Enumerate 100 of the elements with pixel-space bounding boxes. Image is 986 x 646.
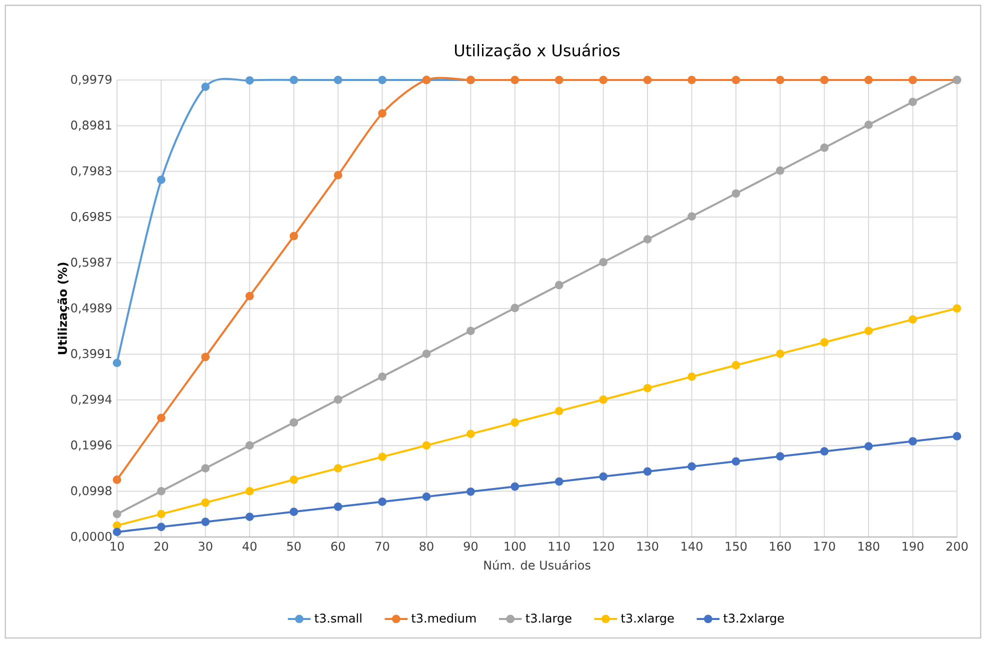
y-tick-label: 0,0000 (71, 532, 112, 542)
x-tick-label: 190 (902, 542, 924, 551)
x-tick-label: 90 (464, 542, 478, 551)
point (732, 361, 740, 370)
point (245, 512, 254, 522)
point (732, 76, 740, 84)
x-tick-label: 20 (154, 542, 168, 551)
point (157, 414, 166, 422)
x-tick-label: 70 (376, 542, 390, 551)
x-tick-label: 120 (593, 542, 614, 551)
legend-label: t3.large (526, 613, 572, 626)
point (820, 144, 829, 152)
point (466, 487, 475, 496)
point (510, 304, 520, 312)
y-tick-label: 0,3991 (71, 349, 112, 360)
point (643, 76, 652, 84)
point (864, 326, 873, 336)
point (510, 482, 520, 491)
x-tick-label: 100 (504, 542, 526, 551)
point (864, 120, 873, 130)
point (599, 395, 608, 404)
point (290, 476, 298, 484)
x-tick-label: 130 (637, 542, 658, 551)
point (820, 76, 829, 84)
point (245, 441, 254, 450)
chart-title: Utilização x Usuários (455, 43, 620, 60)
point (157, 510, 166, 518)
x-tick-label: 80 (420, 542, 434, 551)
point (820, 447, 829, 456)
x-tick-label: 60 (331, 542, 345, 551)
y-tick-label: 0,6985 (71, 212, 112, 222)
point (334, 502, 342, 511)
point (599, 258, 608, 266)
point (510, 76, 520, 84)
point (908, 437, 917, 446)
point (908, 315, 917, 324)
point (908, 98, 917, 106)
point (776, 452, 784, 461)
point (510, 418, 520, 427)
point (245, 292, 254, 300)
point (422, 441, 431, 450)
point (466, 430, 475, 438)
point (688, 462, 696, 471)
point (643, 384, 652, 392)
point (864, 442, 873, 451)
y-tick-label: 0,9979 (71, 74, 112, 86)
point (245, 486, 254, 496)
point (290, 232, 298, 240)
point (378, 76, 386, 84)
y-tick-label: 0,2994 (71, 394, 112, 406)
point (599, 472, 608, 481)
point (776, 166, 784, 175)
point (732, 457, 740, 466)
point (864, 76, 873, 84)
legend-label: t3.xlarge (621, 613, 674, 626)
x-tick-label: 200 (946, 542, 968, 551)
point (688, 212, 696, 221)
point (732, 189, 740, 198)
y-tick-label: 0,0998 (71, 486, 112, 496)
point (554, 76, 564, 84)
point (952, 432, 962, 440)
point (157, 522, 166, 532)
x-tick-label: 10 (110, 542, 124, 551)
x-tick-label: 40 (242, 542, 256, 551)
point (554, 280, 564, 290)
point (112, 521, 122, 530)
x-axis-title: Núm. de Usuários (484, 560, 590, 570)
point (599, 76, 608, 84)
y-tick-label: 0,4989 (71, 303, 112, 314)
y-axis-title: Utilização (%) (57, 262, 70, 354)
point (112, 510, 122, 518)
point (201, 464, 210, 472)
point (776, 76, 784, 84)
point (378, 498, 386, 506)
point (688, 76, 696, 84)
point (422, 492, 431, 501)
point (201, 352, 210, 362)
point (466, 326, 475, 336)
x-tick-label: 140 (682, 542, 702, 551)
x-tick-label: 160 (770, 542, 791, 551)
point (554, 477, 564, 486)
point (378, 452, 386, 462)
x-tick-label: 170 (814, 542, 836, 551)
legend-label: t3.2xlarge (723, 613, 784, 626)
point (112, 358, 122, 368)
point (776, 350, 784, 358)
point (688, 372, 696, 381)
x-tick-label: 110 (548, 542, 570, 551)
point (334, 464, 342, 472)
point (112, 528, 122, 536)
point (554, 406, 564, 416)
point (290, 76, 298, 84)
legend-label: t3.small (314, 613, 362, 623)
x-tick-label: 150 (726, 542, 747, 551)
point (422, 350, 431, 358)
point (112, 476, 122, 484)
point (378, 372, 386, 381)
point (157, 486, 166, 496)
point (334, 395, 342, 404)
point (378, 109, 386, 118)
